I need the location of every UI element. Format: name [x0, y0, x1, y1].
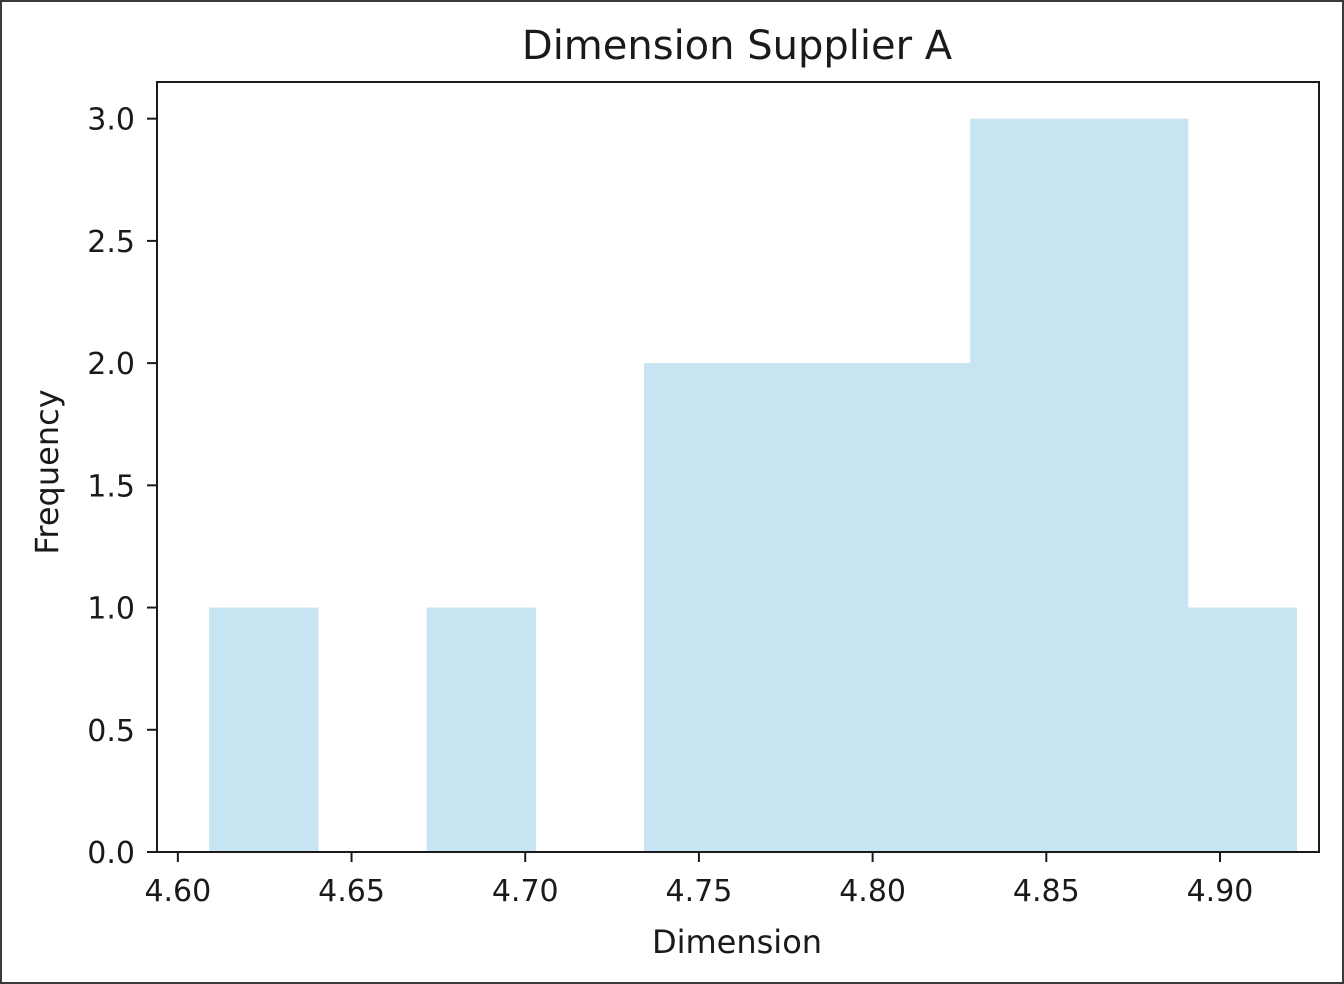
histogram-bar-7 [970, 118, 1080, 852]
y-tick-label: 0.0 [87, 836, 135, 871]
histogram-bar-9 [1187, 607, 1298, 852]
histogram-bar-5 [752, 363, 863, 852]
y-tick-label: 2.0 [87, 347, 135, 382]
x-tick-label: 4.90 [1187, 874, 1254, 909]
x-axis-label: Dimension [652, 923, 822, 961]
histogram-bar-8 [1078, 118, 1189, 852]
x-tick-label: 4.60 [144, 874, 211, 909]
bars-layer [209, 118, 1298, 852]
plot-area-frame [156, 81, 1320, 853]
y-axis-ticks: 0.0 0.5 1.0 1.5 2.0 2.5 3.0 [87, 103, 157, 871]
x-tick-label: 4.80 [839, 874, 906, 909]
x-tick-label: 4.70 [492, 874, 559, 909]
y-tick-label: 2.5 [87, 225, 135, 260]
x-tick-label: 4.65 [318, 874, 385, 909]
y-tick-label: 1.5 [87, 469, 135, 504]
y-tick-label: 3.0 [87, 103, 135, 138]
x-tick-label: 4.85 [1013, 874, 1080, 909]
chart-title: Dimension Supplier A [522, 23, 953, 69]
y-axis-label: Frequency [28, 389, 66, 554]
y-tick-label: 0.5 [87, 714, 135, 749]
histogram-bar-2 [426, 607, 536, 852]
x-tick-label: 4.75 [666, 874, 733, 909]
histogram-bar-4 [644, 363, 754, 852]
histogram-bar-6 [861, 363, 971, 852]
histogram-bar-0 [209, 607, 319, 852]
y-tick-label: 1.0 [87, 592, 135, 627]
x-axis-ticks: 4.60 4.65 4.70 4.75 4.80 4.85 4.90 [144, 852, 1253, 909]
